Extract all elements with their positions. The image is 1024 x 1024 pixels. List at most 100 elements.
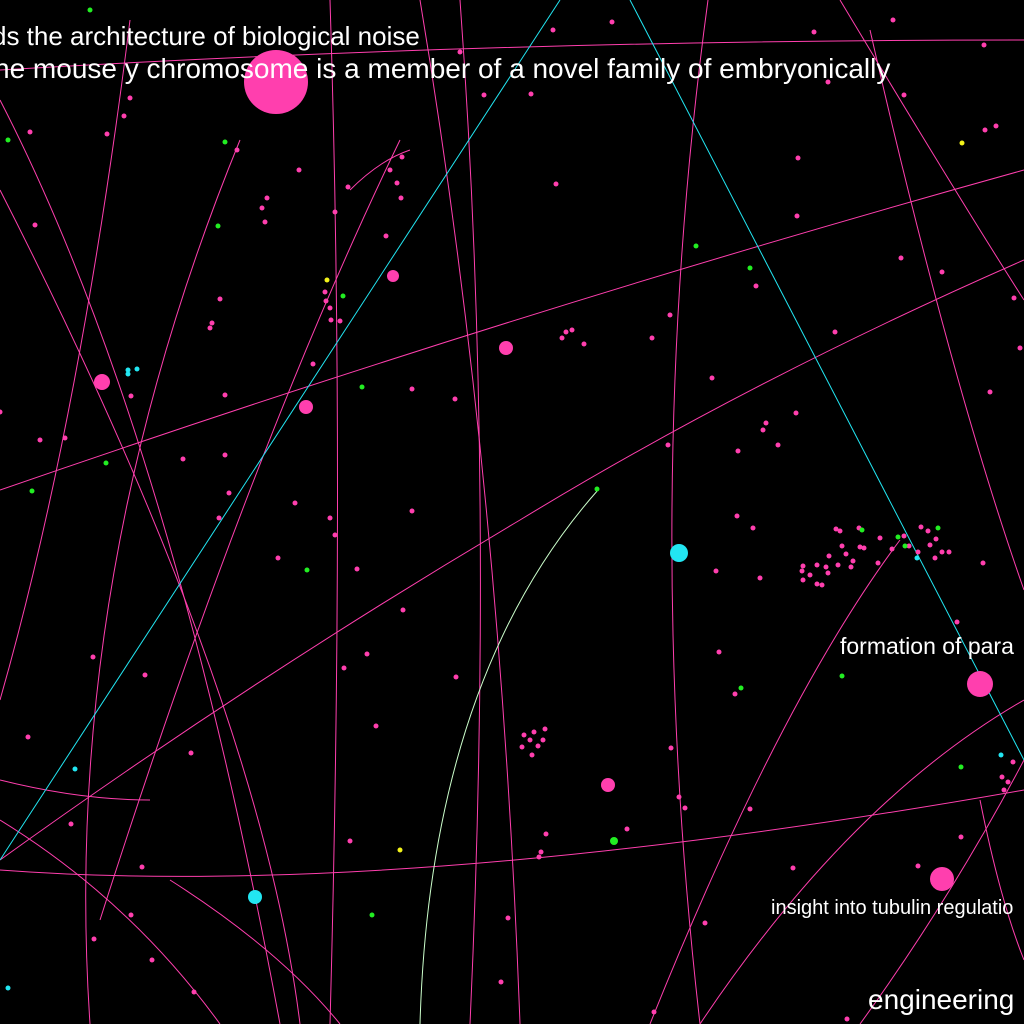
node xyxy=(665,442,671,448)
node xyxy=(569,327,575,333)
node xyxy=(234,147,240,153)
node xyxy=(939,269,945,275)
node xyxy=(409,386,415,392)
node xyxy=(901,92,907,98)
node xyxy=(457,49,463,55)
edge xyxy=(0,169,1024,491)
edge xyxy=(459,0,481,1024)
node xyxy=(716,649,722,655)
node xyxy=(149,957,155,963)
node xyxy=(670,544,688,562)
node xyxy=(833,526,839,532)
node xyxy=(527,737,533,743)
node xyxy=(967,671,993,697)
edge xyxy=(629,0,1024,761)
node xyxy=(732,691,738,697)
node xyxy=(68,821,74,827)
node xyxy=(37,437,43,443)
node xyxy=(292,500,298,506)
node xyxy=(5,985,11,991)
node xyxy=(927,542,933,548)
edge xyxy=(0,39,1024,71)
node xyxy=(134,366,140,372)
node xyxy=(702,920,708,926)
node xyxy=(90,654,96,660)
node xyxy=(332,532,338,538)
node xyxy=(323,298,329,304)
edge xyxy=(649,539,901,1024)
node xyxy=(981,42,987,48)
node xyxy=(387,167,393,173)
node xyxy=(337,318,343,324)
node xyxy=(998,752,1004,758)
node xyxy=(832,329,838,335)
node xyxy=(531,729,537,735)
node xyxy=(747,265,753,271)
node xyxy=(918,524,924,530)
node xyxy=(215,223,221,229)
node xyxy=(825,570,831,576)
node xyxy=(993,123,999,129)
node xyxy=(825,79,831,85)
edge xyxy=(671,0,709,1024)
node xyxy=(826,553,832,559)
node xyxy=(72,766,78,772)
node xyxy=(667,312,673,318)
edge xyxy=(869,29,1024,591)
node xyxy=(935,525,941,531)
node xyxy=(453,674,459,680)
node xyxy=(901,533,907,539)
node xyxy=(409,508,415,514)
node xyxy=(958,834,964,840)
node xyxy=(299,400,313,414)
node xyxy=(324,277,330,283)
node xyxy=(538,849,544,855)
node xyxy=(127,95,133,101)
edge xyxy=(329,0,338,1024)
node xyxy=(757,575,763,581)
node xyxy=(734,513,740,519)
node xyxy=(519,744,525,750)
node xyxy=(383,233,389,239)
node xyxy=(540,737,546,743)
node xyxy=(244,50,308,114)
node-layer xyxy=(0,7,1023,1022)
node xyxy=(668,745,674,751)
node xyxy=(835,562,841,568)
node xyxy=(563,329,569,335)
node-label-formation: formation of para xyxy=(840,633,1014,659)
node xyxy=(481,92,487,98)
node xyxy=(837,528,843,534)
edge xyxy=(699,699,1024,1024)
node xyxy=(550,27,556,33)
node xyxy=(850,558,856,564)
node xyxy=(1005,779,1011,785)
node xyxy=(906,543,912,549)
node xyxy=(594,486,600,492)
node-label-biological-noise: ds the architecture of biological noise xyxy=(0,21,420,51)
node xyxy=(387,270,399,282)
node-label-mouse-y-chromosome: he mouse y chromosome is a member of a n… xyxy=(0,53,890,84)
node xyxy=(823,564,829,570)
edge xyxy=(0,779,151,801)
node xyxy=(839,543,845,549)
node xyxy=(839,673,845,679)
node xyxy=(121,113,127,119)
node xyxy=(898,255,904,261)
node xyxy=(347,838,353,844)
edge xyxy=(0,19,131,701)
node xyxy=(535,743,541,749)
node xyxy=(0,409,3,415)
edge xyxy=(419,489,599,1024)
node xyxy=(27,129,33,135)
node xyxy=(328,317,334,323)
node xyxy=(763,420,769,426)
node xyxy=(915,549,921,555)
node xyxy=(529,752,535,758)
node xyxy=(980,560,986,566)
node xyxy=(601,778,615,792)
node xyxy=(310,361,316,367)
node xyxy=(877,535,883,541)
